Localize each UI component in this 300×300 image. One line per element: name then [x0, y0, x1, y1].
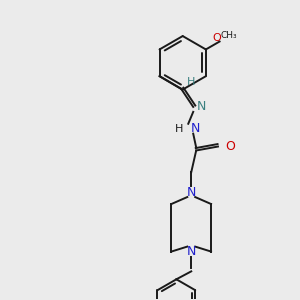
- Text: H: H: [187, 77, 195, 87]
- Text: N: N: [191, 122, 201, 135]
- Text: CH₃: CH₃: [220, 31, 237, 40]
- Text: N: N: [187, 186, 196, 199]
- Text: O: O: [225, 140, 235, 153]
- Text: N: N: [187, 245, 196, 258]
- Text: H: H: [175, 124, 184, 134]
- Text: N: N: [197, 100, 207, 113]
- Text: O: O: [212, 33, 221, 43]
